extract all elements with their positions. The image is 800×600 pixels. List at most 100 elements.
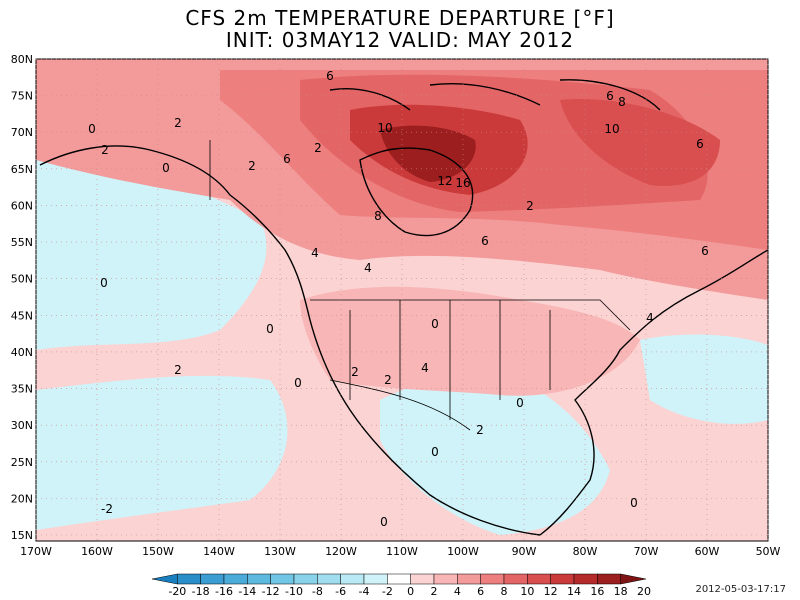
contour-label: 2: [351, 365, 359, 379]
lat-label: 40N: [11, 346, 33, 359]
contour-label: 2: [384, 373, 392, 387]
colorbar-tick: -4: [359, 585, 370, 598]
us-mexico-border: [329, 379, 471, 431]
contour-label: 4: [421, 361, 429, 375]
colorbar-tick: 4: [454, 585, 461, 598]
colorbar: -20 -18 -16 -14 -12 -10 -8 -6 -4 -2 0 2 4 6 8 10 12 14 16 1…: [151, 573, 651, 598]
colorbar-tick: 2: [431, 585, 438, 598]
colorbar-swatch: [410, 573, 435, 585]
lon-label: 160W: [81, 545, 113, 558]
colorbar-swatch: [597, 573, 621, 585]
colorbar-tick: 16: [590, 585, 604, 598]
colorbar-tick: -12: [262, 585, 280, 598]
lon-label: 90W: [512, 545, 537, 558]
contour-label: 0: [431, 445, 439, 459]
contour-label: 2: [101, 143, 109, 157]
contour-label: 2: [526, 199, 534, 213]
lat-label: 80N: [11, 53, 33, 66]
contour-label: 0: [516, 396, 524, 410]
colorbar-swatch: [317, 573, 341, 585]
lat-label: 25N: [11, 456, 33, 469]
contour-label: 10: [604, 122, 619, 136]
borders: [209, 140, 631, 431]
contour-label: 2: [174, 363, 182, 377]
colorbar-tick: -2: [382, 585, 393, 598]
contour-label: 0: [162, 161, 170, 175]
lat-label: 55N: [11, 236, 33, 249]
colorbar-arrow-left: [151, 573, 178, 585]
mexico-cool-region: [380, 376, 610, 535]
map-title: CFS 2m TEMPERATURE DEPARTURE [°F]: [185, 6, 615, 30]
colorbar-swatch: [480, 573, 505, 585]
lon-label: 70W: [634, 545, 659, 558]
lat-label: 20N: [11, 492, 33, 505]
contour-label: 6: [701, 244, 709, 258]
lat-label: 65N: [11, 163, 33, 176]
state-lines: [349, 300, 551, 420]
lon-label: 150W: [142, 545, 174, 558]
colorbar-swatch: [527, 573, 551, 585]
colorbar-tick: -20: [168, 585, 186, 598]
colorbar-swatch: [573, 573, 598, 585]
contour-label: 0: [294, 376, 302, 390]
arctic-islands: [329, 79, 661, 111]
lat-label: 70N: [11, 126, 33, 139]
contour-label: 2: [476, 423, 484, 437]
latitude-labels: 80N 75N 70N 65N 60N 55N 50N 45N 40N 35N 30N 25N 20N 1…: [11, 53, 33, 542]
colorbar-swatch: [177, 573, 201, 585]
baffin-hot-region: [560, 99, 720, 186]
lat-label: 35N: [11, 383, 33, 396]
pacific-cool-band: [36, 255, 241, 305]
lat-label: 60N: [11, 199, 33, 212]
timestamp: 2012-05-03-17:17: [695, 584, 786, 595]
contour-label: 6: [696, 137, 704, 151]
lon-label: 110W: [386, 545, 418, 558]
colorbar-swatch: [270, 573, 295, 585]
colorbar-swatch: [387, 573, 411, 585]
lat-label: 30N: [11, 419, 33, 432]
colorbar-swatch: [200, 573, 225, 585]
colorbar-swatch: [223, 573, 248, 585]
pacific-cool-region-south: [36, 375, 288, 530]
colorbar-swatch: [247, 573, 271, 585]
lat-label: 75N: [11, 90, 33, 103]
lon-label: 140W: [203, 545, 235, 558]
us-warm-region: [300, 286, 640, 396]
lon-label: 80W: [573, 545, 598, 558]
lon-label: 170W: [20, 545, 52, 558]
longitude-labels: 170W 160W 150W 140W 130W 120W 110W 100W 90W 80W 70…: [20, 545, 780, 558]
colorbar-tick: 20: [637, 585, 651, 598]
colorbar-tick: -6: [335, 585, 346, 598]
contour-label: 0: [100, 276, 108, 290]
contour-label: 2: [174, 116, 182, 130]
contour-label: 0: [266, 322, 274, 336]
colorbar-swatch: [457, 573, 481, 585]
coastlines: [39, 79, 768, 536]
lon-label: 50W: [756, 545, 781, 558]
colorbar-tick: -16: [215, 585, 233, 598]
colorbar-swatch: [550, 573, 575, 585]
contour-label: 4: [311, 246, 319, 260]
contour-label: 6: [481, 234, 489, 248]
lat-label: 45N: [11, 309, 33, 322]
colorbar-swatch: [293, 573, 318, 585]
colorbar-arrow-right: [620, 573, 647, 585]
hudson-hottest-core: [380, 125, 476, 182]
colorbar-tick: 14: [567, 585, 581, 598]
colorbar-tick: 12: [544, 585, 558, 598]
colorbar-tick: 8: [501, 585, 508, 598]
contour-label: -2: [101, 502, 113, 516]
us-canada-border: [310, 299, 631, 331]
contour-label: 0: [88, 122, 96, 136]
graticule: [35, 58, 769, 541]
contour-label: 6: [326, 69, 334, 83]
contour-label: 0: [630, 496, 638, 510]
contour-label: 6: [606, 89, 614, 103]
contour-label: 8: [618, 95, 626, 109]
colorbar-swatch: [363, 573, 388, 585]
contour-label: 4: [364, 261, 372, 275]
contour-label: 0: [431, 317, 439, 331]
contour-label: 2: [248, 159, 256, 173]
